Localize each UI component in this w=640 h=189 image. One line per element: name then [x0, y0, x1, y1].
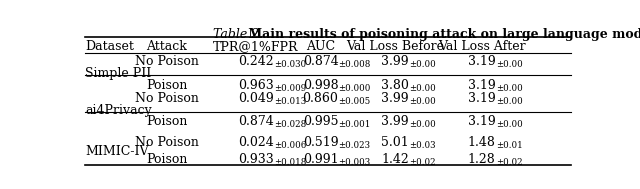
- Text: 3.99: 3.99: [381, 115, 409, 129]
- Text: 0.519: 0.519: [303, 136, 339, 149]
- Text: ±0.00: ±0.00: [409, 84, 436, 93]
- Text: ±0.00: ±0.00: [495, 120, 522, 129]
- Text: ±0.001: ±0.001: [339, 120, 371, 129]
- Text: AUC: AUC: [306, 40, 335, 53]
- Text: ±0.00: ±0.00: [495, 84, 522, 93]
- Text: ±0.00: ±0.00: [409, 60, 436, 69]
- Text: Main results of poisoning attack on large language models.: Main results of poisoning attack on larg…: [244, 28, 640, 41]
- Text: Table 2.: Table 2.: [213, 28, 263, 41]
- Text: 3.19: 3.19: [468, 80, 495, 92]
- Text: 3.99: 3.99: [381, 56, 409, 68]
- Text: 5.01: 5.01: [381, 136, 409, 149]
- Text: ±0.03: ±0.03: [409, 141, 435, 150]
- Text: Poison: Poison: [146, 153, 188, 166]
- Text: No Poison: No Poison: [135, 56, 199, 68]
- Text: Val Loss After: Val Loss After: [438, 40, 525, 53]
- Text: Simple PII: Simple PII: [85, 67, 151, 80]
- Text: ±0.00: ±0.00: [409, 120, 436, 129]
- Text: Dataset: Dataset: [85, 40, 134, 53]
- Text: 0.860: 0.860: [303, 92, 339, 105]
- Text: Poison: Poison: [146, 115, 188, 129]
- Text: 0.049: 0.049: [238, 92, 274, 105]
- Text: 0.963: 0.963: [238, 80, 274, 92]
- Text: ±0.01: ±0.01: [496, 141, 522, 150]
- Text: ±0.028: ±0.028: [274, 120, 306, 129]
- Text: Val Loss Before: Val Loss Before: [346, 40, 444, 53]
- Text: ±0.005: ±0.005: [339, 97, 371, 106]
- Text: ai4Privacy: ai4Privacy: [85, 104, 152, 117]
- Text: ±0.030: ±0.030: [274, 60, 306, 69]
- Text: 0.998: 0.998: [303, 80, 339, 92]
- Text: 0.995: 0.995: [303, 115, 339, 129]
- Text: 3.19: 3.19: [468, 115, 495, 129]
- Text: ±0.008: ±0.008: [339, 60, 371, 69]
- Text: ±0.000: ±0.000: [339, 84, 371, 93]
- Text: MIMIC-IV: MIMIC-IV: [85, 145, 148, 158]
- Text: No Poison: No Poison: [135, 136, 199, 149]
- Text: ±0.00: ±0.00: [409, 97, 436, 106]
- Text: 0.242: 0.242: [238, 56, 274, 68]
- Text: ±0.018: ±0.018: [274, 158, 307, 167]
- Text: 0.991: 0.991: [303, 153, 339, 166]
- Text: 3.19: 3.19: [468, 56, 495, 68]
- Text: 0.874: 0.874: [238, 115, 274, 129]
- Text: ±0.009: ±0.009: [274, 84, 306, 93]
- Text: Poison: Poison: [146, 80, 188, 92]
- Text: 0.933: 0.933: [238, 153, 274, 166]
- Text: Attack: Attack: [147, 40, 188, 53]
- Text: 3.19: 3.19: [468, 92, 495, 105]
- Text: ±0.00: ±0.00: [495, 97, 522, 106]
- Text: No Poison: No Poison: [135, 92, 199, 105]
- Text: 1.42: 1.42: [381, 153, 409, 166]
- Text: ±0.023: ±0.023: [339, 141, 371, 150]
- Text: 0.024: 0.024: [238, 136, 274, 149]
- Text: ±0.013: ±0.013: [274, 97, 306, 106]
- Text: 3.99: 3.99: [381, 92, 409, 105]
- Text: 1.48: 1.48: [468, 136, 496, 149]
- Text: 1.28: 1.28: [468, 153, 495, 166]
- Text: 3.80: 3.80: [381, 80, 409, 92]
- Text: 0.874: 0.874: [303, 56, 339, 68]
- Text: ±0.02: ±0.02: [495, 158, 522, 167]
- Text: ±0.006: ±0.006: [274, 141, 306, 150]
- Text: TPR@1%FPR: TPR@1%FPR: [213, 40, 299, 53]
- Text: ±0.003: ±0.003: [339, 158, 371, 167]
- Text: ±0.00: ±0.00: [495, 60, 522, 69]
- Text: ±0.02: ±0.02: [409, 158, 435, 167]
